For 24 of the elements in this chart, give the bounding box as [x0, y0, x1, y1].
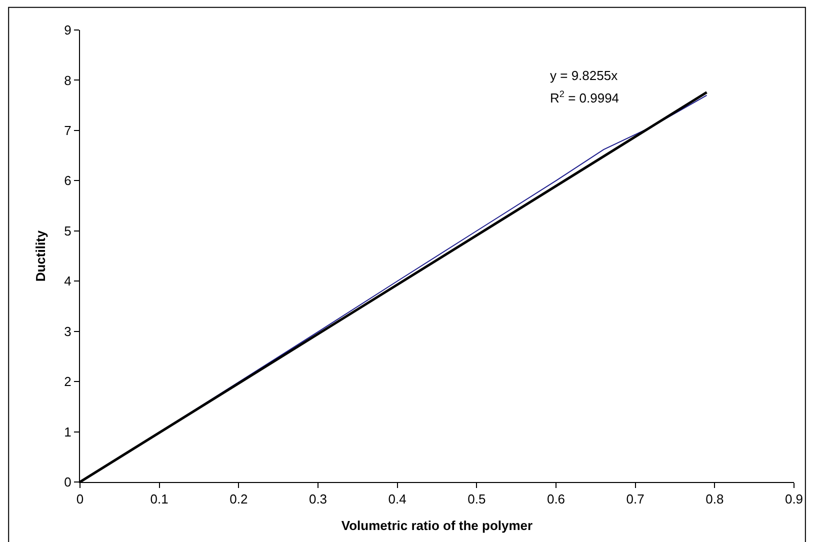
y-tick-label: 0	[64, 474, 72, 490]
y-tick-label: 5	[64, 223, 72, 238]
x-tick-label: 0.5	[468, 492, 486, 507]
y-tick-label: 7	[64, 122, 72, 138]
y-tick-label: 8	[64, 72, 72, 88]
annotation: R$^{2}$ = 0.9994	[550, 89, 620, 106]
y-tick-label: 9	[64, 22, 72, 38]
x-tick-label: 0.1	[150, 492, 168, 507]
x-tick-label: 0.2	[230, 492, 248, 507]
y-tick-label: 1	[64, 424, 72, 440]
x-tick-label: 0.8	[706, 492, 724, 507]
x-tick-label: 0.4	[388, 492, 406, 507]
annotation: y = 9.8255x	[550, 68, 618, 83]
x-tick-label: 0	[76, 492, 84, 507]
y-tick-label: 3	[64, 324, 72, 339]
y-tick-label: 4	[64, 274, 72, 289]
x-tick-label: 0.6	[546, 492, 566, 507]
x-tick-label: 0.3	[308, 492, 328, 507]
x-tick-label: 0.7	[626, 492, 644, 507]
y-axis-title: Ductility	[33, 230, 48, 282]
y-tick-label: 2	[64, 374, 72, 390]
x-axis-title: Volumetric ratio of the polymer	[341, 518, 533, 534]
y-tick-label: 6	[64, 173, 72, 188]
x-tick-label: 0.9	[784, 492, 804, 507]
